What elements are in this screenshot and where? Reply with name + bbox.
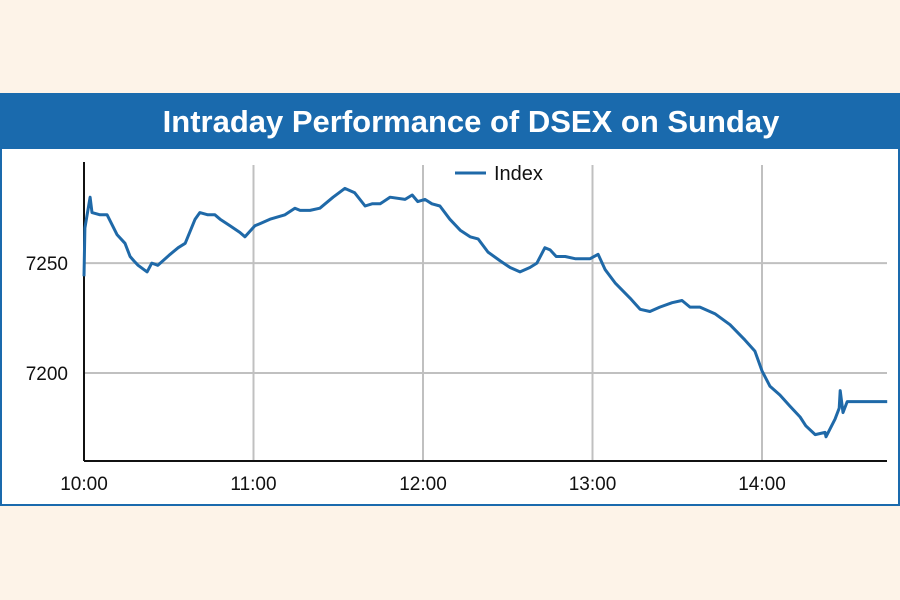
legend: Index <box>455 163 543 185</box>
series-line-index <box>82 186 888 439</box>
y-tick-label: 7250 <box>26 254 68 275</box>
y-tick-label: 7200 <box>26 364 68 385</box>
x-tick-label: 10:00 <box>60 474 108 495</box>
x-tick-label: 11:00 <box>230 474 276 495</box>
x-tick-label: 12:00 <box>399 474 447 495</box>
legend-label: Index <box>494 163 543 185</box>
x-tick-label: 14:00 <box>738 474 786 495</box>
x-tick-label: 13:00 <box>569 474 617 495</box>
chart-title: Intraday Performance of DSEX on Sunday <box>2 95 898 149</box>
chart-frame: Intraday Performance of DSEX on Sunday <box>0 93 900 506</box>
